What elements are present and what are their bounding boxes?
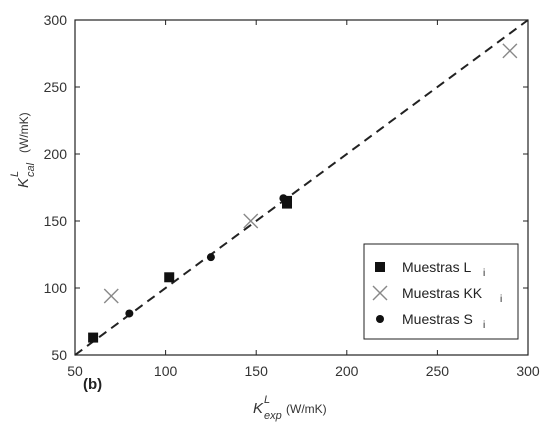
- x-axis-title-sup: L: [264, 394, 270, 406]
- point-x: [243, 213, 259, 229]
- legend-item-l: Muestras L i: [375, 259, 485, 279]
- point-x: [502, 43, 518, 59]
- y-tick-label: 150: [44, 213, 68, 229]
- x-axis-title: K L exp (W/mK): [253, 394, 327, 422]
- x-tick-label: 50: [67, 363, 83, 379]
- legend-item-s: Muestras S i: [376, 311, 485, 331]
- legend-label-kk: Muestras KK: [402, 285, 483, 301]
- legend-x-marker: [372, 285, 388, 301]
- x-tick-label: 300: [516, 363, 540, 379]
- y-axis-title-sup: L: [9, 171, 21, 177]
- point-x: [103, 288, 119, 304]
- y-axis-title-main: K: [15, 177, 32, 188]
- x-axis-title-main: K: [253, 400, 264, 417]
- legend-circle-marker: [376, 315, 384, 323]
- plot-frame: [74, 19, 529, 356]
- legend-label-kk-sub: i: [500, 294, 502, 305]
- point-circle: [206, 253, 215, 262]
- reference-line-group: [74, 19, 529, 356]
- y-tick-label: 50: [51, 347, 67, 363]
- tick-group: 50 100 150 200 250 300 50 100 150 200 250 300: [44, 12, 540, 379]
- reference-line: [74, 19, 529, 356]
- point-circle: [279, 194, 288, 203]
- legend-label-l-sub: i: [483, 268, 485, 279]
- y-tick-label: 100: [44, 280, 68, 296]
- y-axis-title-sub: cal: [25, 162, 37, 177]
- y-axis-title-unit: (W/mK): [17, 112, 31, 153]
- points-group: [88, 43, 518, 343]
- x-tick-label: 150: [245, 363, 269, 379]
- x-tick-label: 200: [335, 363, 359, 379]
- legend-label-l: Muestras L: [402, 259, 471, 275]
- legend-square-marker: [375, 262, 385, 272]
- point-square: [88, 332, 99, 343]
- legend-box: [363, 243, 519, 340]
- point-x-stroke: [243, 213, 259, 229]
- point-x-stroke: [502, 43, 518, 59]
- y-tick-label: 250: [44, 79, 68, 95]
- legend-label-s: Muestras S: [402, 311, 473, 327]
- x-axis-title-unit: (W/mK): [286, 402, 327, 416]
- point-circle: [125, 309, 134, 318]
- legend-item-kk: Muestras KK i: [372, 285, 502, 305]
- point-square: [282, 195, 293, 206]
- x-tick-label: 100: [154, 363, 178, 379]
- y-tick-label: 200: [44, 146, 68, 162]
- point-x-stroke: [103, 288, 119, 304]
- y-tick-label: 300: [44, 12, 68, 28]
- legend: Muestras L i Muestras KK i Muestras S i: [363, 243, 519, 340]
- legend-label-s-sub: i: [483, 320, 485, 331]
- panel-label: (b): [83, 376, 102, 393]
- y-axis-title: K L cal (W/mK): [9, 112, 37, 188]
- x-axis-title-sub: exp: [264, 410, 282, 422]
- x-tick-label: 250: [426, 363, 450, 379]
- point-square: [164, 272, 175, 283]
